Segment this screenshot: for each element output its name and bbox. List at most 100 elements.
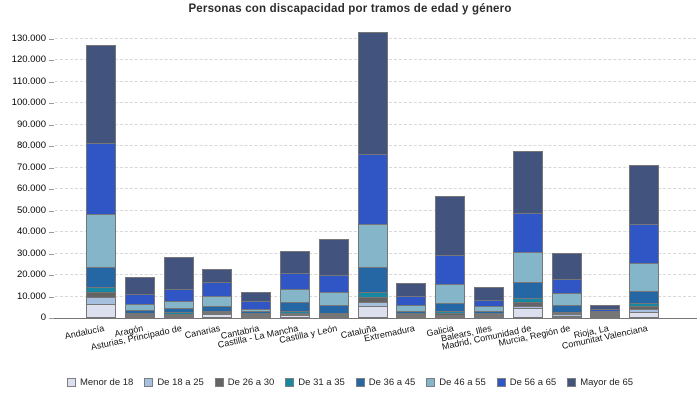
legend-swatch bbox=[567, 378, 577, 387]
y-tick-label: 60.000 bbox=[16, 183, 46, 195]
legend-item: De 36 a 45 bbox=[355, 377, 416, 388]
legend-item: De 31 a 35 bbox=[285, 377, 345, 388]
bar-segment bbox=[124, 277, 155, 296]
legend-label: Mayor de 65 bbox=[580, 377, 634, 388]
y-tick-mark bbox=[49, 253, 54, 255]
bar-segment bbox=[512, 213, 543, 253]
bar-segment bbox=[357, 267, 388, 294]
legend-swatch bbox=[496, 378, 506, 387]
bar-segment bbox=[435, 255, 466, 285]
y-tick-mark bbox=[49, 81, 54, 83]
bar-segment bbox=[318, 315, 349, 318]
legend: Menor de 18 De 18 a 25 De 26 a 30 De 31 a 3… bbox=[0, 377, 700, 388]
bar-segment bbox=[435, 195, 466, 257]
y-tick-label: 130.000 bbox=[11, 32, 46, 44]
y-tick-mark bbox=[49, 146, 54, 148]
bar-segment bbox=[86, 143, 116, 216]
x-axis-line bbox=[51, 318, 697, 319]
y-tick-label: 80.000 bbox=[16, 140, 46, 152]
bar bbox=[512, 150, 543, 318]
bar-segment bbox=[512, 150, 543, 215]
bar-segment bbox=[474, 287, 504, 301]
bar bbox=[357, 32, 388, 318]
y-tick-mark bbox=[49, 38, 54, 40]
bar-segment bbox=[86, 45, 116, 145]
bar-segment bbox=[629, 263, 660, 292]
legend-item: De 26 a 30 bbox=[214, 377, 275, 388]
bar-segment bbox=[86, 214, 116, 269]
bar-segment bbox=[163, 316, 194, 318]
bar-segment bbox=[86, 304, 116, 318]
y-tick-mark bbox=[49, 167, 54, 169]
bar bbox=[124, 277, 155, 318]
bar-segment bbox=[318, 291, 349, 306]
x-tick-label: Andalucía bbox=[63, 323, 106, 342]
legend-label: De 18 a 25 bbox=[157, 377, 204, 388]
bar-segment bbox=[357, 224, 388, 269]
bar-segment bbox=[512, 251, 543, 284]
bar bbox=[474, 287, 504, 318]
y-tick-mark bbox=[49, 210, 54, 212]
legend-swatch bbox=[144, 378, 154, 387]
y-tick-label: 70.000 bbox=[16, 161, 46, 173]
plot-area bbox=[55, 30, 696, 318]
bar-segment bbox=[202, 269, 233, 284]
bar bbox=[280, 251, 310, 318]
bar-segment bbox=[241, 316, 272, 318]
bar-segment bbox=[318, 239, 349, 276]
bar-segment bbox=[396, 283, 427, 297]
y-tick-mark bbox=[49, 275, 54, 276]
bar-segment bbox=[357, 154, 388, 226]
y-tick-label: 90.000 bbox=[16, 118, 46, 130]
legend-label: De 26 a 30 bbox=[227, 377, 275, 388]
bar bbox=[590, 304, 621, 318]
bar-segment bbox=[551, 278, 582, 294]
bar bbox=[86, 45, 116, 318]
legend-swatch bbox=[214, 378, 224, 387]
bar-segment bbox=[590, 316, 621, 318]
bar bbox=[396, 283, 427, 318]
legend-label: De 36 a 45 bbox=[368, 377, 416, 388]
legend-item: Menor de 18 bbox=[66, 377, 134, 388]
bar-segment bbox=[124, 316, 155, 318]
legend-swatch bbox=[285, 378, 295, 387]
bar bbox=[202, 269, 233, 318]
y-tick-label: 110.000 bbox=[12, 75, 46, 87]
chart-title: Personas con discapacidad por tramos de … bbox=[188, 3, 512, 15]
bar bbox=[241, 291, 272, 318]
y-tick-mark bbox=[49, 189, 54, 191]
bar bbox=[629, 164, 660, 318]
legend-item: De 46 a 55 bbox=[426, 377, 486, 388]
bar-segment bbox=[474, 316, 504, 318]
y-tick-label: 100.000 bbox=[11, 97, 46, 109]
y-tick-mark bbox=[49, 318, 54, 319]
legend-label: Menor de 18 bbox=[79, 377, 134, 388]
legend-item: De 56 a 65 bbox=[496, 377, 557, 388]
bar-segment bbox=[551, 252, 582, 280]
legend-swatch bbox=[66, 378, 76, 387]
x-tick-label: Canarias bbox=[184, 323, 222, 341]
legend-label: De 56 a 65 bbox=[509, 377, 557, 388]
bar-segment bbox=[163, 257, 194, 291]
y-tick-mark bbox=[49, 103, 54, 105]
y-tick-label: 0 bbox=[40, 312, 46, 323]
bar-segment bbox=[280, 288, 310, 304]
y-tick-label: 20.000 bbox=[16, 269, 46, 280]
bar-segment bbox=[202, 282, 233, 297]
legend-label: De 31 a 35 bbox=[298, 377, 345, 388]
bar bbox=[435, 195, 466, 318]
y-tick-mark bbox=[49, 124, 54, 126]
bar-segment bbox=[629, 224, 660, 265]
bar-segment bbox=[435, 283, 466, 304]
bar-segment bbox=[629, 312, 660, 318]
bar-segment bbox=[202, 314, 233, 318]
legend-swatch bbox=[426, 378, 436, 387]
bar-segment bbox=[629, 164, 660, 226]
y-tick-mark bbox=[49, 296, 54, 298]
y-tick-label: 120.000 bbox=[11, 54, 46, 66]
bar-segment bbox=[280, 251, 310, 274]
bar-segment bbox=[551, 315, 582, 318]
bar-segment bbox=[357, 305, 388, 318]
bar-segment bbox=[280, 272, 310, 290]
